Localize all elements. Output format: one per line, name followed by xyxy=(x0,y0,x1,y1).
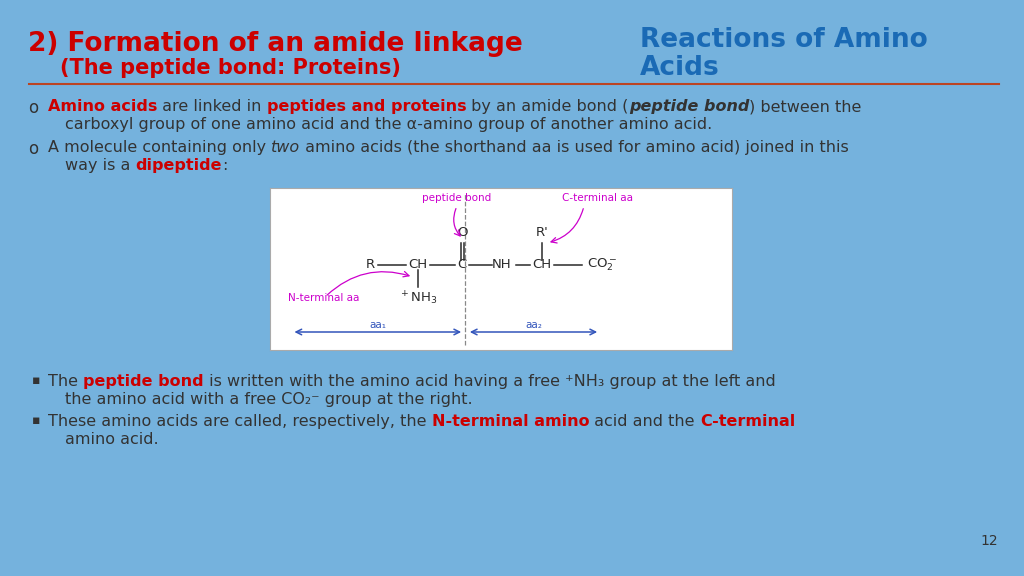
Text: 2) Formation of an amide linkage: 2) Formation of an amide linkage xyxy=(28,31,522,57)
Text: CH: CH xyxy=(409,259,428,271)
Text: NH: NH xyxy=(493,259,512,271)
Text: ▪: ▪ xyxy=(32,414,41,427)
Text: (The peptide bond: Proteins): (The peptide bond: Proteins) xyxy=(60,58,400,78)
Text: $^+$NH$_3$: $^+$NH$_3$ xyxy=(398,290,437,308)
Text: way is a: way is a xyxy=(65,158,135,173)
Text: C-terminal: C-terminal xyxy=(699,414,795,429)
Text: CO$_2^-$: CO$_2^-$ xyxy=(587,257,617,273)
Text: two: two xyxy=(271,140,300,155)
Text: dipeptide: dipeptide xyxy=(135,158,222,173)
Text: peptide bond: peptide bond xyxy=(629,99,750,114)
Text: ) between the: ) between the xyxy=(750,99,861,114)
Text: Reactions of Amino: Reactions of Amino xyxy=(640,27,928,53)
Text: by an amide bond (: by an amide bond ( xyxy=(467,99,629,114)
Text: O: O xyxy=(457,226,467,239)
Text: R: R xyxy=(366,259,375,271)
Text: 12: 12 xyxy=(980,534,998,548)
Text: are linked in: are linked in xyxy=(158,99,267,114)
Text: aa₁: aa₁ xyxy=(370,320,386,330)
Text: amino acid.: amino acid. xyxy=(65,432,159,447)
Text: aa₂: aa₂ xyxy=(525,320,542,330)
Text: o: o xyxy=(28,140,38,158)
Text: acid and the: acid and the xyxy=(589,414,699,429)
Text: N-terminal aa: N-terminal aa xyxy=(288,293,359,303)
Text: R': R' xyxy=(536,226,549,239)
Text: carboxyl group of one amino acid and the α-amino group of another amino acid.: carboxyl group of one amino acid and the… xyxy=(65,117,713,132)
Text: C: C xyxy=(458,259,467,271)
Text: Acids: Acids xyxy=(640,55,720,81)
Text: is written with the amino acid having a free ⁺NH₃ group at the left and: is written with the amino acid having a … xyxy=(204,374,775,389)
Text: peptide bond: peptide bond xyxy=(83,374,204,389)
Text: the amino acid with a free CO₂⁻ group at the right.: the amino acid with a free CO₂⁻ group at… xyxy=(65,392,473,407)
Text: The: The xyxy=(48,374,83,389)
Text: CH: CH xyxy=(532,259,552,271)
Text: peptide bond: peptide bond xyxy=(422,193,492,203)
Text: N-terminal amino: N-terminal amino xyxy=(432,414,589,429)
Text: These amino acids are called, respectively, the: These amino acids are called, respective… xyxy=(48,414,432,429)
Text: peptides and proteins: peptides and proteins xyxy=(267,99,467,114)
Text: :: : xyxy=(222,158,227,173)
Text: ▪: ▪ xyxy=(32,374,41,387)
Text: amino acids (the shorthand aa is used for amino acid) joined in this: amino acids (the shorthand aa is used fo… xyxy=(300,140,849,155)
Text: o: o xyxy=(28,99,38,117)
Text: C-terminal aa: C-terminal aa xyxy=(561,193,633,203)
Text: Amino acids: Amino acids xyxy=(48,99,158,114)
Text: A molecule containing only: A molecule containing only xyxy=(48,140,271,155)
